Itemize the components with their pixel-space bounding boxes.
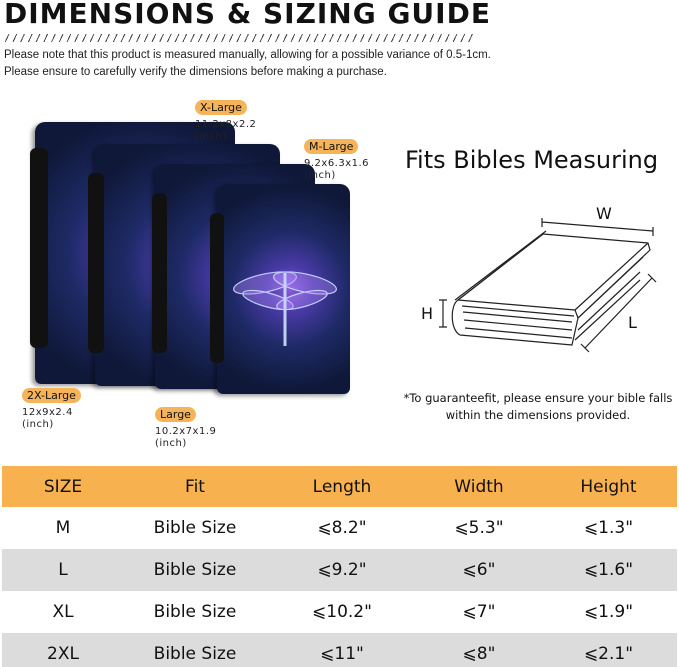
cell-width: ⩽5.3" [454, 518, 504, 538]
cell-length: ⩽9.2" [266, 549, 418, 591]
size-table: SIZE Fit Length Width Height M Bible Size… [2, 466, 677, 667]
header-length: Length [266, 466, 418, 507]
header-width: Width [418, 466, 540, 507]
cell-width: ⩽8" [418, 633, 540, 667]
dragonfly-icon [233, 271, 337, 346]
cell-size: M [55, 518, 71, 538]
length-label: L [628, 313, 637, 332]
cell-size: 2XL [2, 633, 124, 667]
cell-length: ⩽8.2" [317, 518, 367, 538]
size-label-mlarge: M-Large 9.2x6.3x1.6 (inch) [304, 135, 369, 182]
size-tag: 2X-Large [22, 388, 81, 403]
hatch-divider [4, 34, 474, 42]
page-title: DIMENSIONS & SIZING GUIDE [4, 0, 491, 30]
bible-covers-image [30, 118, 350, 398]
header-height: Height [540, 466, 677, 507]
size-dims: 9.2x6.3x1.6 [304, 158, 370, 169]
fits-heading: Fits Bibles Measuring [405, 146, 659, 174]
book-diagram [439, 218, 657, 353]
cell-fit: Bible Size [124, 633, 266, 667]
fit-note: *To guaranteefit, please ensure your bib… [403, 391, 673, 422]
cell-height: ⩽1.3" [583, 518, 634, 538]
header-size: SIZE [2, 466, 124, 507]
cell-length: ⩽11" [266, 633, 418, 667]
width-label: W [596, 204, 612, 223]
size-unit: (inch) [22, 419, 54, 430]
size-dims: 10.2x7x1.9 [155, 426, 217, 437]
size-label-2xlarge: 2X-Large 12x9x2.4 (inch) [22, 384, 81, 431]
cell-height: ⩽2.1" [540, 633, 677, 667]
size-tag: Large [155, 407, 196, 422]
cell-size: L [2, 549, 124, 591]
note-variance: Please note that this product is measure… [4, 49, 491, 61]
size-label-large: Large 10.2x7x1.9 (inch) [155, 403, 216, 450]
cell-height: ⩽1.9" [583, 602, 634, 622]
size-tag: X-Large [195, 100, 247, 115]
table-row: 2XL Bible Size ⩽11" ⩽8" ⩽2.1" [2, 633, 677, 667]
cell-size: XL [52, 602, 74, 622]
size-unit: (inch) [155, 438, 187, 449]
header-fit: Fit [124, 466, 266, 507]
size-dims: 11.2x8x2.2 [195, 119, 257, 130]
size-label-xlarge: X-Large 11.2x8x2.2 (inch) [195, 96, 256, 143]
cell-width: ⩽7" [462, 602, 496, 622]
cell-length: ⩽10.2" [312, 602, 372, 622]
note-verify: Please ensure to carefully verify the di… [4, 66, 387, 78]
size-unit: (inch) [195, 131, 227, 142]
table-row: L Bible Size ⩽9.2" ⩽6" ⩽1.6" [2, 549, 677, 591]
height-label: H [421, 304, 434, 323]
cell-fit: Bible Size [153, 518, 237, 538]
size-tag: M-Large [304, 139, 359, 154]
cell-width: ⩽6" [418, 549, 540, 591]
cell-fit: Bible Size [124, 549, 266, 591]
table-row: XL Bible Size ⩽10.2" ⩽7" ⩽1.9" [2, 591, 677, 633]
size-unit: (inch) [304, 170, 336, 181]
cell-height: ⩽1.6" [540, 549, 677, 591]
size-dims: 12x9x2.4 [22, 407, 73, 418]
cell-fit: Bible Size [153, 602, 237, 622]
table-row: M Bible Size ⩽8.2" ⩽5.3" ⩽1.3" [2, 507, 677, 549]
table-header: SIZE Fit Length Width Height [2, 466, 677, 507]
